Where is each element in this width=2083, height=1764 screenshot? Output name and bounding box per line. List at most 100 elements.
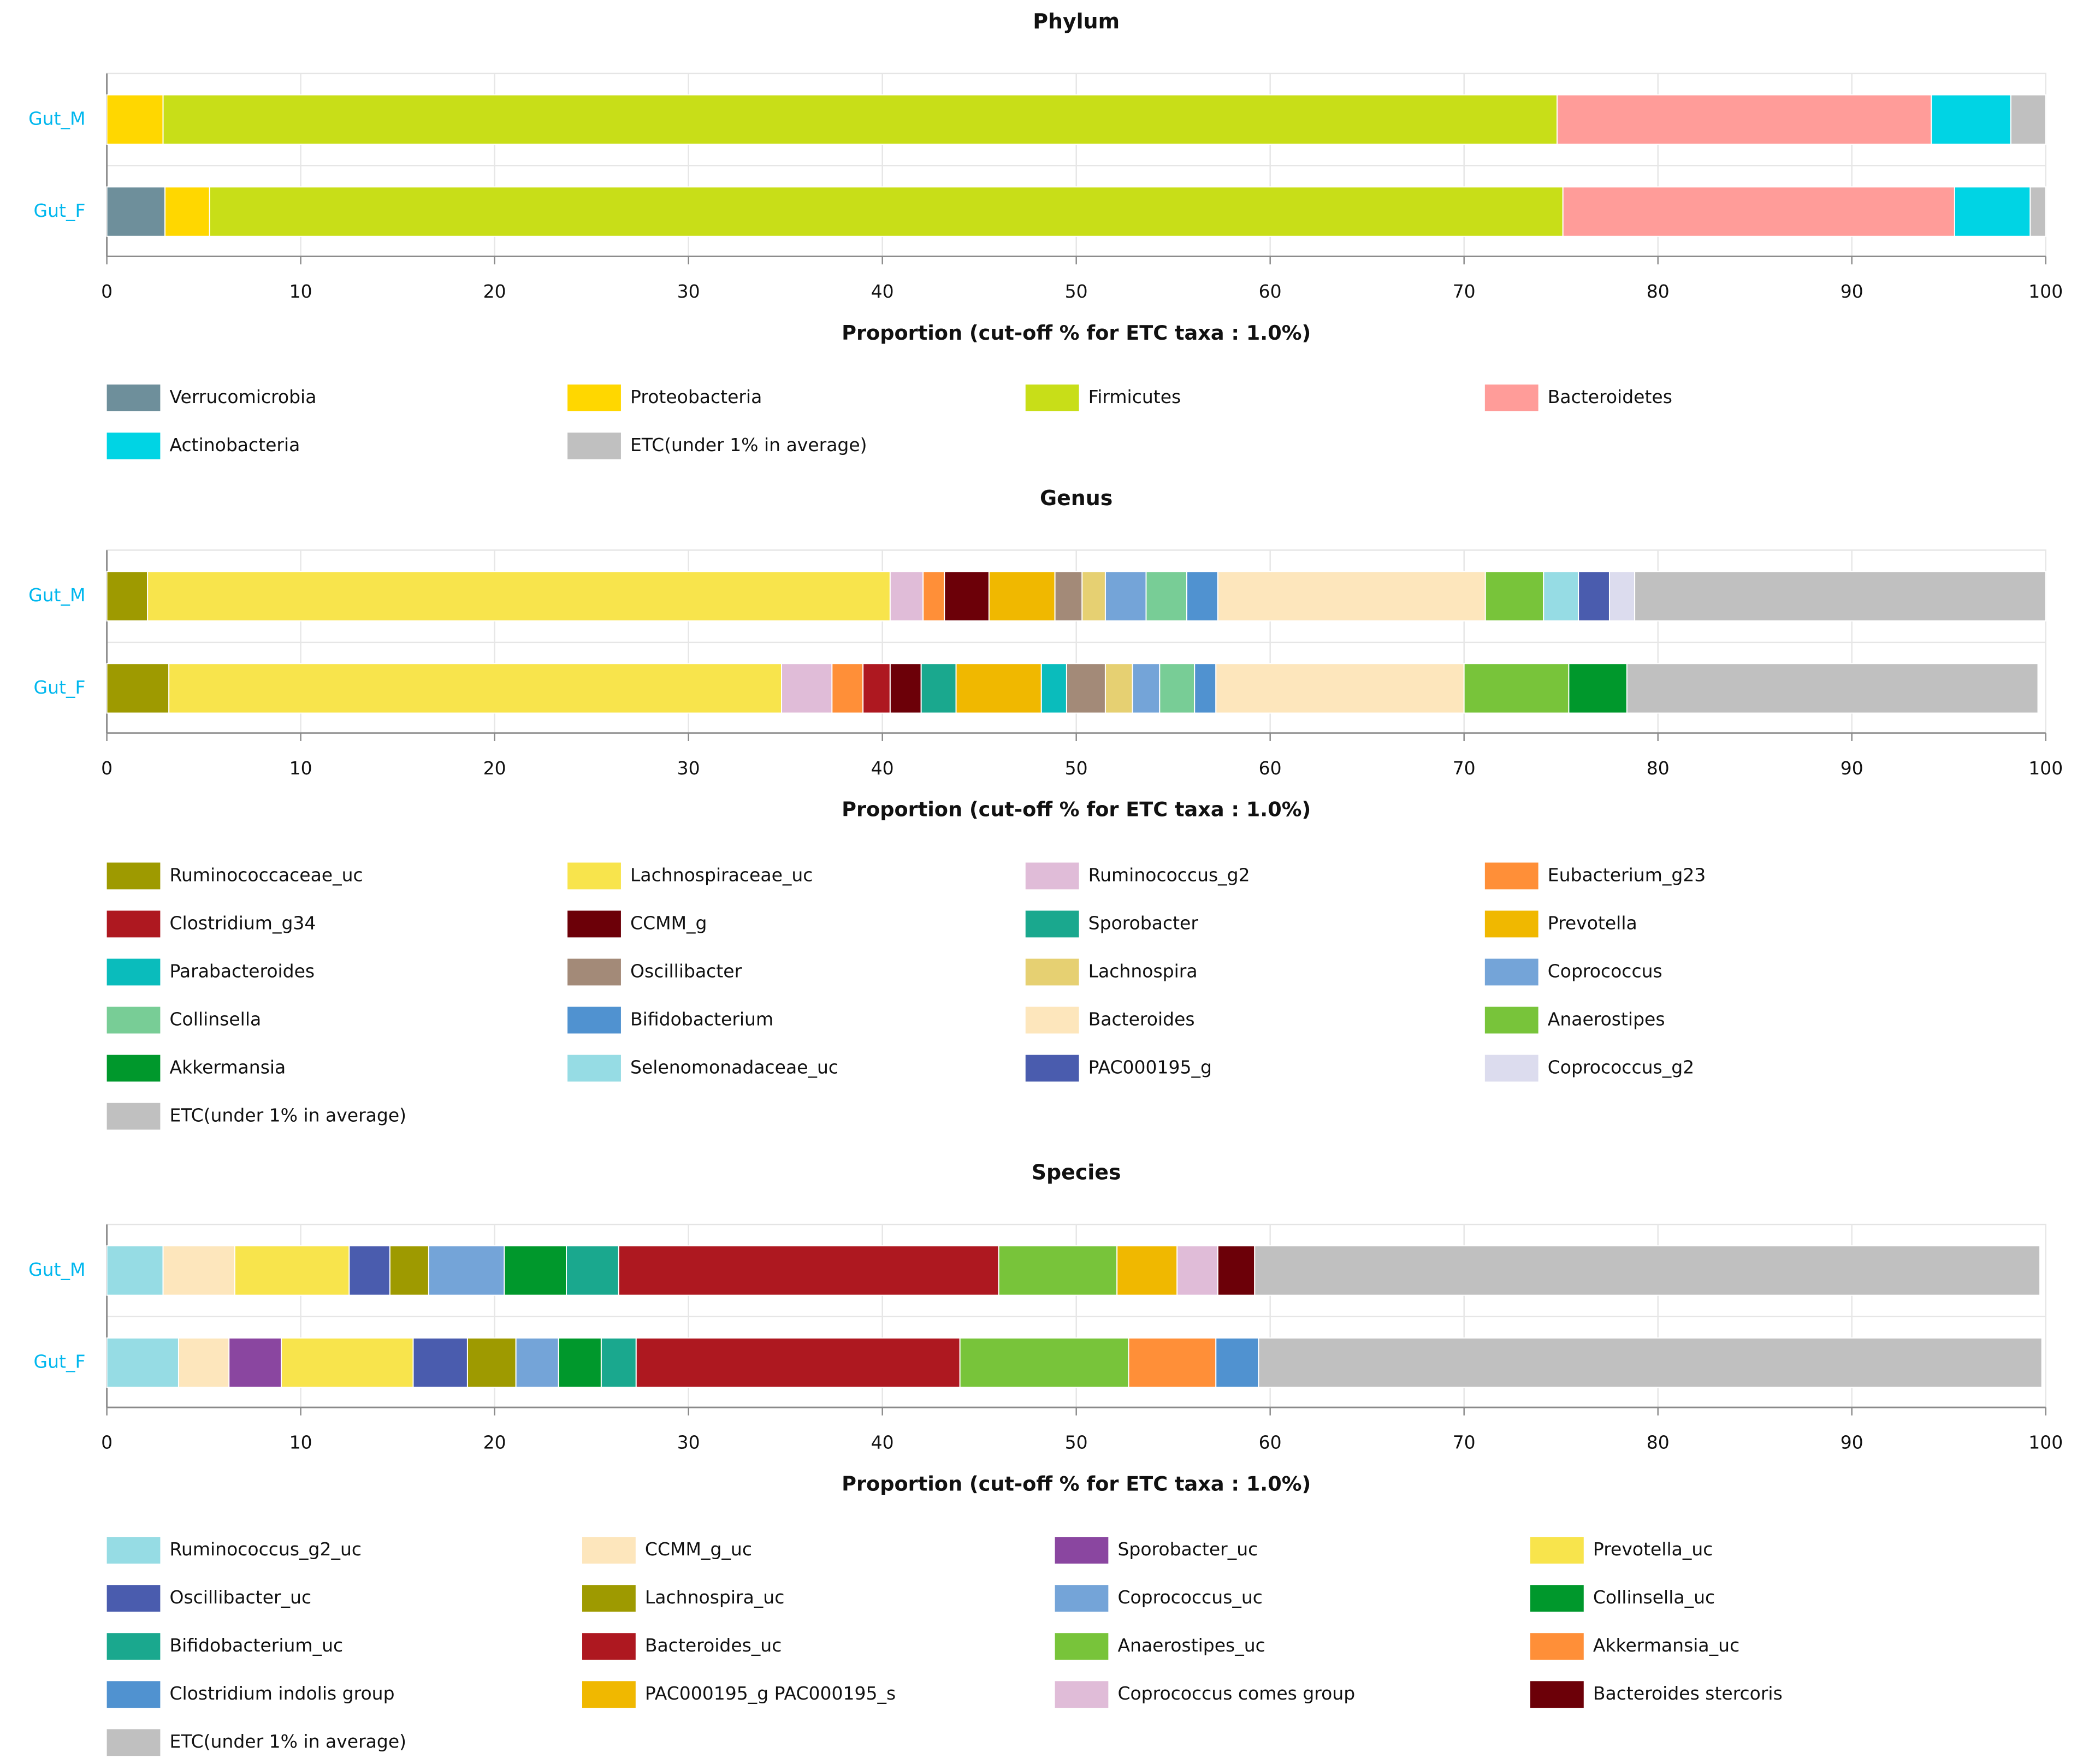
bar-segment-ccmm-g-gut-m[interactable]	[944, 571, 990, 621]
bar-segment-etc-under-1-in-average-gut-f[interactable]	[1258, 1337, 2043, 1388]
legend-item-etc-under-1-in-average[interactable]: ETC(under 1% in average)	[567, 433, 867, 460]
bar-segment-pac000195-g-gut-m[interactable]	[1578, 571, 1610, 621]
bar-segment-prevotella-uc-gut-m[interactable]	[234, 1245, 350, 1296]
bar-segment-oscillibacter-uc-gut-m[interactable]	[348, 1245, 390, 1296]
legend-item-ccmm-g[interactable]: CCMM_g	[567, 910, 707, 938]
legend-item-lachnospira-uc[interactable]: Lachnospira_uc	[582, 1585, 784, 1612]
bar-segment-bacteroides-gut-m[interactable]	[1217, 571, 1486, 621]
bar-segment-ruminococcus-g2-uc-gut-m[interactable]	[106, 1245, 164, 1296]
bar-segment-bacteroidetes-gut-m[interactable]	[1557, 94, 1932, 145]
bar-segment-verrucomicrobia-gut-f[interactable]	[106, 186, 166, 237]
legend-item-sporobacter-uc[interactable]: Sporobacter_uc	[1055, 1537, 1258, 1564]
bar-segment-eubacterium-g23-gut-f[interactable]	[831, 663, 864, 714]
bar-segment-proteobacteria-gut-m[interactable]	[106, 94, 164, 145]
legend-item-coprococcus-comes-group[interactable]: Coprococcus comes group	[1055, 1681, 1356, 1708]
bar-segment-coprococcus-comes-group-gut-m[interactable]	[1176, 1245, 1218, 1296]
bar-segment-bacteroides-uc-gut-f[interactable]	[635, 1337, 961, 1388]
bar-segment-bacteroidetes-gut-f[interactable]	[1562, 186, 1955, 237]
legend-item-actinobacteria[interactable]: Actinobacteria	[106, 433, 300, 460]
bar-segment-collinsella-gut-m[interactable]	[1145, 571, 1188, 621]
legend-item-collinsella-uc[interactable]: Collinsella_uc	[1530, 1585, 1715, 1612]
bar-segment-lachnospiraceae-uc-gut-f[interactable]	[168, 663, 783, 714]
bar-segment-bifidobacterium-uc-gut-m[interactable]	[566, 1245, 619, 1296]
bar-segment-eubacterium-g23-gut-m[interactable]	[922, 571, 945, 621]
legend-item-pac000195-g[interactable]: PAC000195_g	[1025, 1055, 1212, 1082]
legend-item-verrucomicrobia[interactable]: Verrucomicrobia	[106, 384, 317, 412]
bar-segment-pac000195-g-pac000195-s-gut-m[interactable]	[1116, 1245, 1178, 1296]
legend-item-ruminococcus-g2[interactable]: Ruminococcus_g2	[1025, 862, 1250, 890]
bar-segment-actinobacteria-gut-m[interactable]	[1931, 94, 2011, 145]
legend-item-collinsella[interactable]: Collinsella	[106, 1007, 262, 1034]
bar-segment-ccmm-g-gut-f[interactable]	[889, 663, 922, 714]
bar-segment-akkermansia-gut-f[interactable]	[1568, 663, 1628, 714]
legend-item-anaerostipes[interactable]: Anaerostipes	[1484, 1007, 1665, 1034]
bar-segment-anaerostipes-gut-m[interactable]	[1484, 571, 1545, 621]
bar-segment-etc-under-1-in-average-gut-f[interactable]	[1626, 663, 2039, 714]
legend-item-firmicutes[interactable]: Firmicutes	[1025, 384, 1181, 412]
bar-segment-ruminococcaceae-uc-gut-f[interactable]	[106, 663, 170, 714]
legend-item-selenomonadaceae-uc[interactable]: Selenomonadaceae_uc	[567, 1055, 838, 1082]
bar-segment-coprococcus-uc-gut-f[interactable]	[515, 1337, 559, 1388]
bar-segment-actinobacteria-gut-f[interactable]	[1954, 186, 2031, 237]
legend-item-clostridium-indolis-group[interactable]: Clostridium indolis group	[106, 1681, 395, 1708]
bar-segment-akkermansia-uc-gut-f[interactable]	[1128, 1337, 1217, 1388]
legend-item-etc-under-1-in-average[interactable]: ETC(under 1% in average)	[106, 1729, 406, 1756]
bar-segment-sporobacter-gut-f[interactable]	[920, 663, 957, 714]
bar-segment-bifidobacterium-uc-gut-f[interactable]	[600, 1337, 637, 1388]
bar-segment-coprococcus-uc-gut-m[interactable]	[428, 1245, 505, 1296]
legend-item-lachnospiraceae-uc[interactable]: Lachnospiraceae_uc	[567, 862, 813, 890]
bar-segment-lachnospira-uc-gut-f[interactable]	[466, 1337, 517, 1388]
bar-segment-lachnospira-gut-m[interactable]	[1081, 571, 1106, 621]
legend-item-coprococcus[interactable]: Coprococcus	[1484, 958, 1662, 986]
bar-segment-lachnospira-uc-gut-m[interactable]	[389, 1245, 429, 1296]
bar-segment-etc-under-1-in-average-gut-m[interactable]	[2010, 94, 2046, 145]
bar-segment-ruminococcus-g2-gut-f[interactable]	[781, 663, 833, 714]
bar-segment-anaerostipes-gut-f[interactable]	[1463, 663, 1570, 714]
legend-item-parabacteroides[interactable]: Parabacteroides	[106, 958, 315, 986]
legend-item-bacteroides-stercoris[interactable]: Bacteroides stercoris	[1530, 1681, 1783, 1708]
legend-item-ccmm-g-uc[interactable]: CCMM_g_uc	[582, 1537, 752, 1564]
legend-item-etc-under-1-in-average[interactable]: ETC(under 1% in average)	[106, 1103, 406, 1130]
bar-segment-ruminococcus-g2-gut-m[interactable]	[889, 571, 924, 621]
legend-item-oscillibacter[interactable]: Oscillibacter	[567, 958, 742, 986]
bar-segment-lachnospiraceae-uc-gut-m[interactable]	[147, 571, 891, 621]
bar-segment-clostridium-g34-gut-f[interactable]	[862, 663, 891, 714]
bar-segment-etc-under-1-in-average-gut-m[interactable]	[1634, 571, 2046, 621]
legend-item-proteobacteria[interactable]: Proteobacteria	[567, 384, 762, 412]
bar-segment-proteobacteria-gut-f[interactable]	[164, 186, 210, 237]
bar-segment-bacteroides-uc-gut-m[interactable]	[618, 1245, 999, 1296]
bar-segment-lachnospira-gut-f[interactable]	[1104, 663, 1133, 714]
bar-segment-bacteroides-stercoris-gut-m[interactable]	[1217, 1245, 1256, 1296]
bar-segment-coprococcus-g2-gut-m[interactable]	[1608, 571, 1636, 621]
bar-segment-collinsella-gut-f[interactable]	[1159, 663, 1196, 714]
bar-segment-parabacteroides-gut-f[interactable]	[1040, 663, 1067, 714]
legend-item-bacteroidetes[interactable]: Bacteroidetes	[1484, 384, 1672, 412]
legend-item-anaerostipes-uc[interactable]: Anaerostipes_uc	[1055, 1633, 1265, 1660]
bar-segment-oscillibacter-uc-gut-f[interactable]	[412, 1337, 468, 1388]
bar-segment-firmicutes-gut-f[interactable]	[209, 186, 1564, 237]
legend-item-bifidobacterium[interactable]: Bifidobacterium	[567, 1007, 773, 1034]
bar-segment-ruminococcus-g2-uc-gut-f[interactable]	[106, 1337, 179, 1388]
bar-segment-ruminococcaceae-uc-gut-m[interactable]	[106, 571, 149, 621]
bar-segment-clostridium-indolis-group-gut-f[interactable]	[1215, 1337, 1259, 1388]
bar-segment-collinsella-uc-gut-m[interactable]	[504, 1245, 567, 1296]
legend-item-bacteroides-uc[interactable]: Bacteroides_uc	[582, 1633, 782, 1660]
legend-item-oscillibacter-uc[interactable]: Oscillibacter_uc	[106, 1585, 312, 1612]
bar-segment-anaerostipes-uc-gut-f[interactable]	[959, 1337, 1129, 1388]
legend-item-prevotella[interactable]: Prevotella	[1484, 910, 1637, 938]
bar-segment-coprococcus-gut-f[interactable]	[1132, 663, 1161, 714]
bar-segment-oscillibacter-gut-m[interactable]	[1054, 571, 1083, 621]
legend-item-prevotella-uc[interactable]: Prevotella_uc	[1530, 1537, 1713, 1564]
legend-item-coprococcus-g2[interactable]: Coprococcus_g2	[1484, 1055, 1694, 1082]
legend-item-lachnospira[interactable]: Lachnospira	[1025, 958, 1198, 986]
bar-segment-selenomonadaceae-uc-gut-m[interactable]	[1543, 571, 1579, 621]
bar-segment-collinsella-uc-gut-f[interactable]	[558, 1337, 602, 1388]
legend-item-sporobacter[interactable]: Sporobacter	[1025, 910, 1199, 938]
bar-segment-bifidobacterium-gut-m[interactable]	[1186, 571, 1218, 621]
legend-item-akkermansia-uc[interactable]: Akkermansia_uc	[1530, 1633, 1739, 1660]
bar-segment-firmicutes-gut-m[interactable]	[162, 94, 1558, 145]
legend-item-bacteroides[interactable]: Bacteroides	[1025, 1007, 1195, 1034]
bar-segment-etc-under-1-in-average-gut-f[interactable]	[2029, 186, 2046, 237]
legend-item-coprococcus-uc[interactable]: Coprococcus_uc	[1055, 1585, 1263, 1612]
bar-segment-coprococcus-gut-m[interactable]	[1104, 571, 1147, 621]
